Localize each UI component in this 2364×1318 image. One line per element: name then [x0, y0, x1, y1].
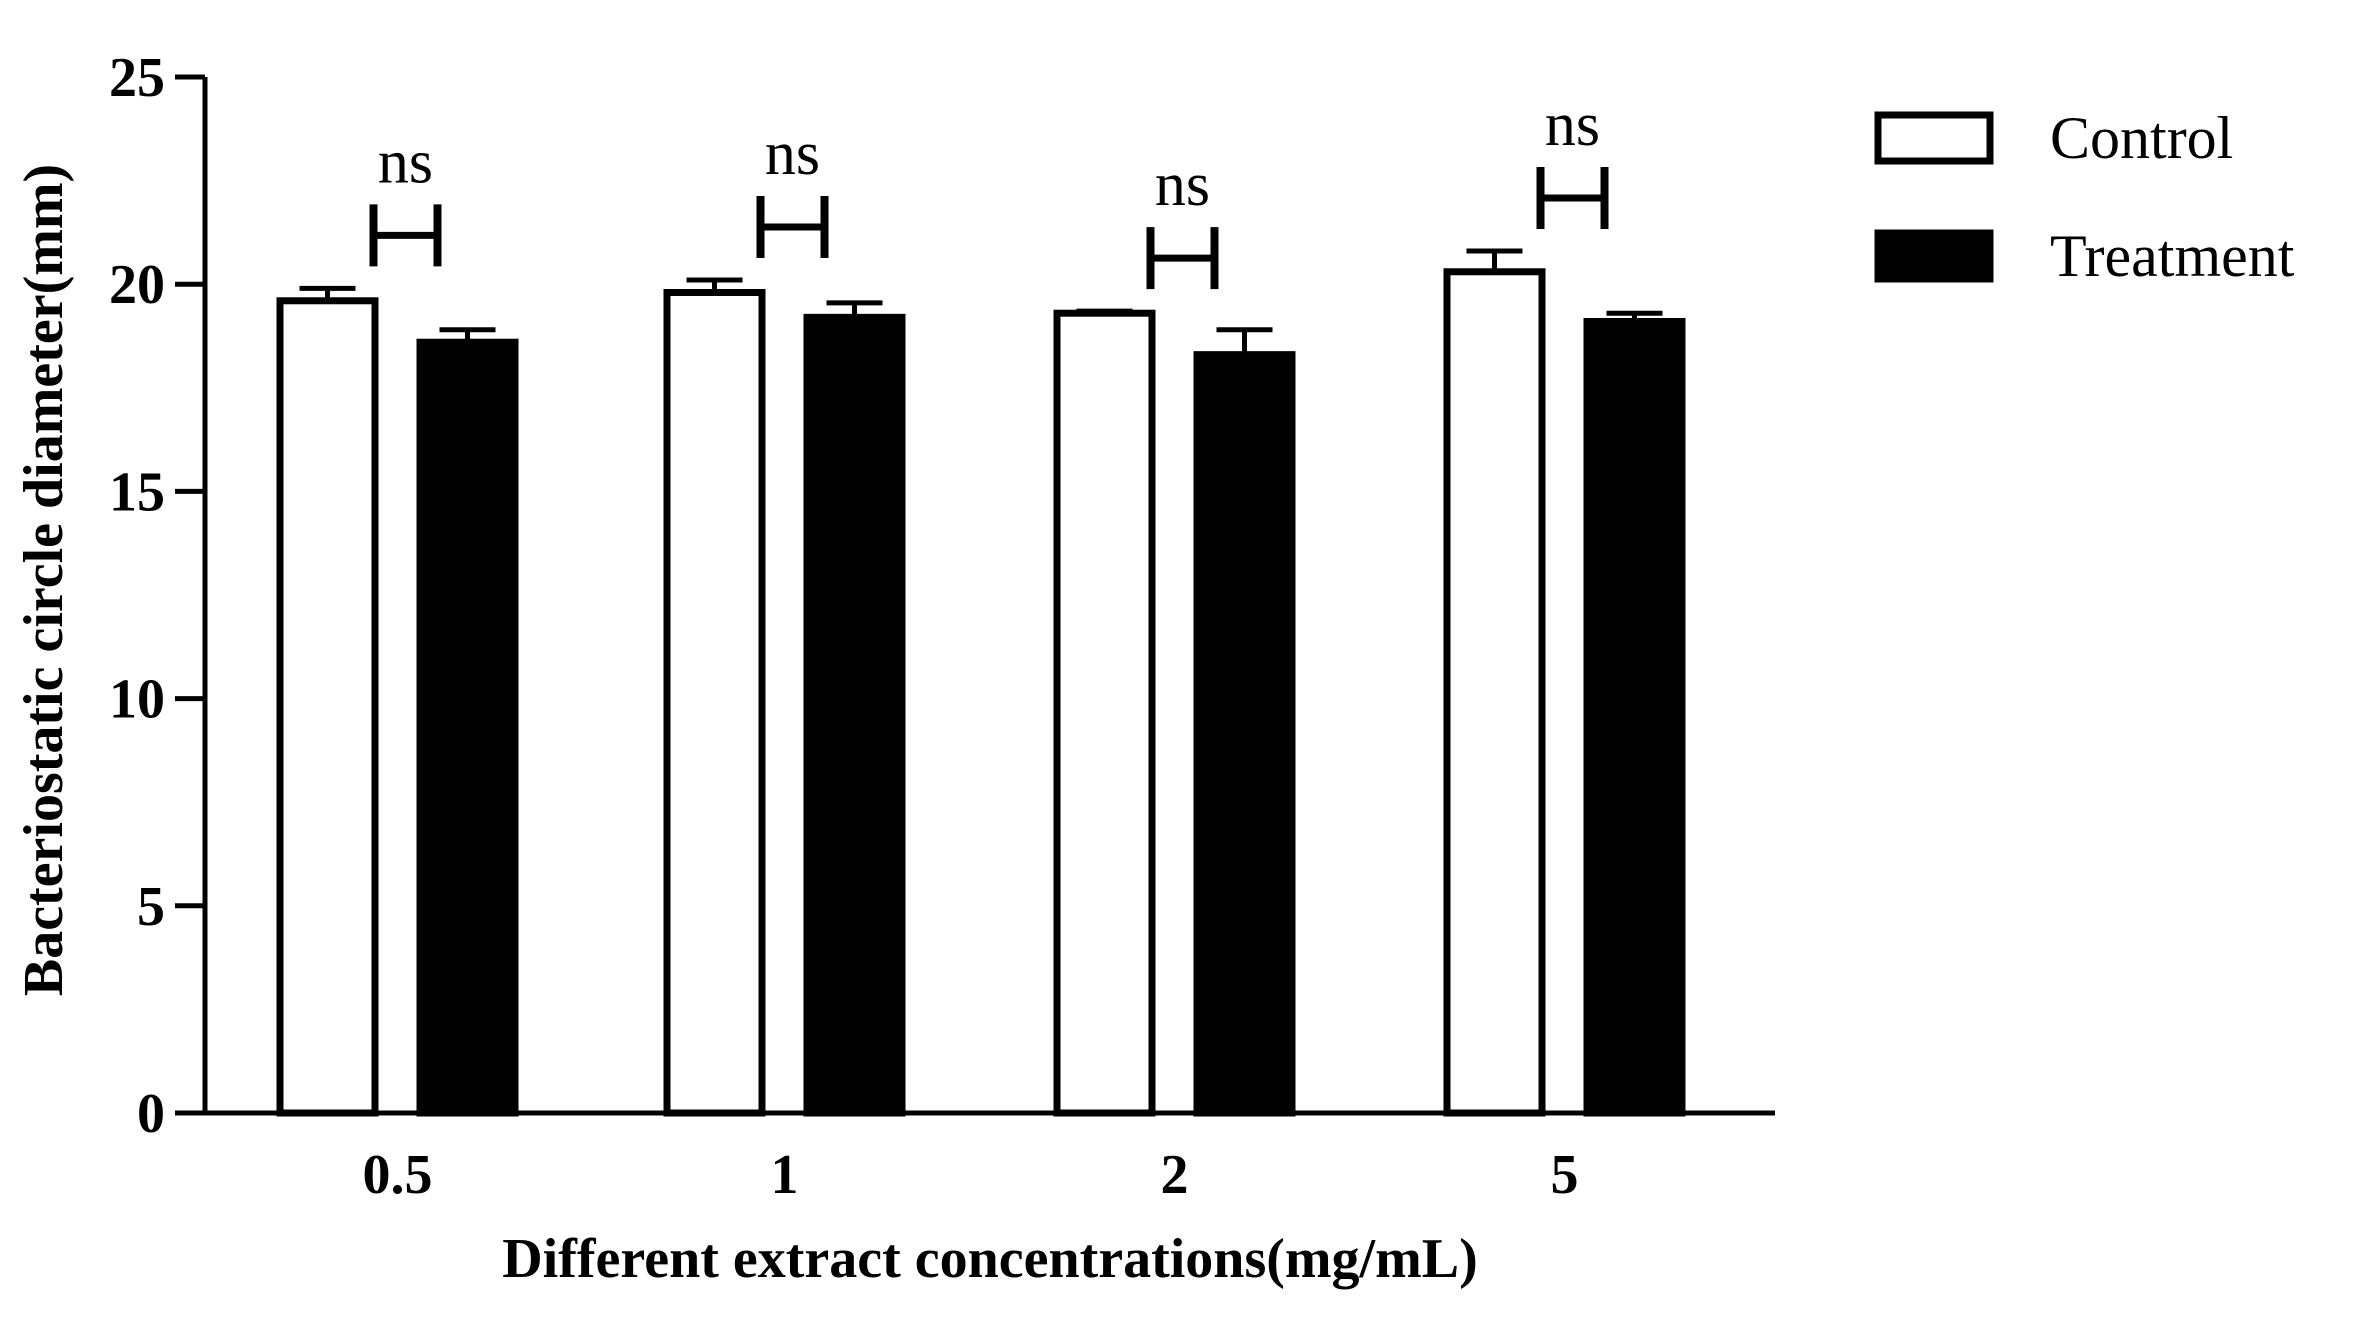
y-tick-label: 15: [109, 461, 165, 523]
y-tick-label: 25: [109, 47, 165, 109]
y-tick-label: 0: [137, 1083, 165, 1145]
x-tick-label: 2: [1161, 1144, 1189, 1206]
significance-label: ns: [765, 120, 820, 188]
x-tick-label: 1: [771, 1144, 799, 1206]
significance-label: ns: [1155, 151, 1210, 219]
bar-control: [663, 288, 766, 1117]
bar-treatment: [1193, 351, 1296, 1117]
bar-treatment: [1583, 317, 1686, 1117]
bar-treatment: [416, 338, 519, 1117]
x-tick-label: 0.5: [363, 1144, 433, 1206]
legend-label: Treatment: [2050, 223, 2295, 289]
plot-area: 0 5 10 15 20 25 ns 0.5 ns 1 ns 2 ns 5: [109, 47, 1775, 1206]
bar-control: [276, 297, 379, 1117]
y-tick-label: 20: [109, 254, 165, 316]
legend-swatch-treatment: [1874, 229, 1994, 283]
significance-label: ns: [1545, 91, 1600, 159]
y-axis-title: Bacteriostatic circle diameter(mm): [13, 164, 75, 996]
y-tick-label: 5: [137, 876, 165, 938]
bar-treatment: [803, 313, 906, 1117]
legend-swatch-control: [1874, 111, 1994, 165]
legend-label: Control: [2050, 105, 2233, 171]
x-tick-label: 5: [1551, 1144, 1579, 1206]
significance-label: ns: [378, 128, 433, 196]
bar-control: [1053, 309, 1156, 1117]
legend: Control Treatment: [1874, 105, 2295, 289]
y-tick-label: 10: [109, 669, 165, 731]
x-axis-title: Different extract concentrations(mg/mL): [502, 1228, 1478, 1290]
bar-control: [1443, 268, 1546, 1117]
